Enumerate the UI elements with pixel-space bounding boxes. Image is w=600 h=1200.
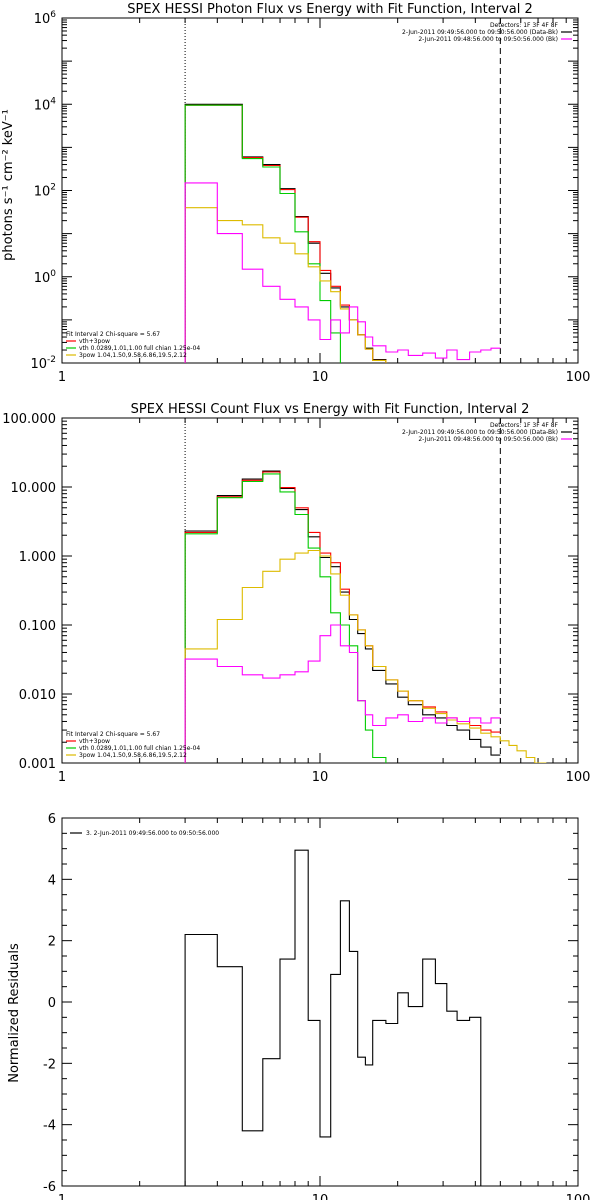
y-tick-label: -4: [43, 1119, 56, 1134]
y-tick-label: 1.000: [19, 550, 56, 565]
legend-top-left-text: 3. 2-Jun-2011 09:49:56.000 to 09:50:56.0…: [86, 830, 219, 837]
y-tick-base: 10: [30, 357, 47, 372]
photon-flux-ylabel: photons s⁻¹ cm⁻² keV⁻¹: [1, 109, 16, 261]
y-tick-base: 10: [34, 185, 51, 200]
legend-bottom-text: Fit Interval 2 Chi-square = 5.67: [66, 331, 160, 338]
series-line-0: [184, 103, 387, 363]
legend-top-text: 2-Jun-2011 09:49:56.000 to 09:50:56.000 …: [402, 29, 558, 36]
legend-bottom-text: 3pow 1.04,1.50,9.58,6.86,19.5,2.12: [79, 352, 187, 359]
y-tick-label: 0.010: [19, 688, 56, 703]
series-line-0: [184, 849, 482, 1186]
x-tick-label: 1: [58, 1193, 66, 1200]
series-line-0: [184, 470, 501, 763]
x-tick-label: 10: [312, 770, 329, 785]
x-tick-label: 100: [566, 770, 591, 785]
series-line-4: [184, 182, 501, 363]
series-line-3: [184, 549, 547, 763]
photon-flux-title: SPEX HESSI Photon Flux vs Energy with Fi…: [127, 2, 533, 17]
count-flux-plot-area: 1 10 100 0.001 0.010 0.100 1.000 10.000 100.000 D…: [2, 412, 591, 785]
series-line-4: [184, 624, 501, 763]
series-group: [184, 103, 501, 363]
y-tick-exponent: 6: [50, 10, 56, 20]
legend-top-text: 2-Jun-2011 09:48:56.000 to 09:50:56.000 …: [418, 436, 558, 443]
legend-bottom-text: Fit Interval 2 Chi-square = 5.67: [66, 731, 160, 738]
y-tick-label: 104: [34, 96, 57, 113]
y-tick-label: 102: [34, 183, 56, 200]
residuals-ylabel: Normalized Residuals: [7, 943, 22, 1083]
y-tick-label: -6: [43, 1180, 56, 1195]
residuals-plot-area: 1 10 100 -6 -4 -2 0 2 4 6 3. 2-Jun-2011 09:49:56.0…: [43, 812, 590, 1200]
y-tick-label: 10.000: [11, 481, 57, 496]
series-line-2: [184, 473, 387, 763]
x-tick-label: 10: [312, 370, 329, 385]
series-line-1: [184, 104, 387, 363]
x-tick-label: 1: [58, 370, 66, 385]
x-tick-label: 100: [566, 370, 591, 385]
y-tick-exponent: 0: [50, 269, 56, 279]
y-tick-label: 4: [48, 873, 56, 888]
x-tick-label: 10: [312, 1193, 329, 1200]
series-line-3: [184, 207, 387, 363]
y-tick-label: 0.100: [19, 619, 56, 634]
legend-bottom-text: 3pow 1.04,1.50,9.58,6.86,19.5,2.12: [79, 752, 187, 759]
y-tick-exponent: 4: [50, 96, 56, 106]
y-tick-label: 6: [48, 812, 56, 827]
y-tick-label: 100: [34, 269, 57, 286]
y-tick-label: 100.000: [2, 412, 56, 427]
photon-flux-panel: SPEX HESSI Photon Flux vs Energy with Fi…: [1, 2, 591, 385]
residuals-panel: Normalized Residuals 1 10 100 -6 -4 -2 0 2 4 6 3. …: [7, 812, 590, 1200]
y-tick-base: 10: [34, 271, 51, 286]
legend-bottom-text: vth 0.0289,1.01,1.00 full chian 1.25e-04: [79, 345, 200, 352]
series-line-1: [184, 471, 501, 763]
count-flux-title: SPEX HESSI Count Flux vs Energy with Fit…: [131, 402, 530, 417]
y-tick-label: 10-2: [30, 355, 56, 372]
series-group: [184, 470, 547, 763]
legend-top-text: 2-Jun-2011 09:48:56.000 to 09:50:56.000 …: [418, 36, 558, 43]
legend-bottom-text: vth+3pow: [79, 338, 110, 345]
count-flux-panel: SPEX HESSI Count Flux vs Energy with Fit…: [2, 402, 591, 785]
legend-bottom-text: vth+3pow: [79, 738, 110, 745]
legend-bottom-text: vth 0.0289,1.01,1.00 full chian 1.25e-04: [79, 745, 200, 752]
legend-top-text: Detectors: 1F 3F 4F 8F: [490, 422, 559, 429]
y-tick-label: 0.001: [19, 757, 56, 772]
series-line-2: [184, 104, 341, 363]
legend-top-text: Detectors: 1F 3F 4F 8F: [490, 22, 559, 29]
y-tick-exponent: -2: [47, 355, 56, 365]
x-tick-label: 100: [566, 1193, 591, 1200]
y-tick-label: 2: [48, 935, 56, 950]
y-tick-label: 0: [48, 996, 56, 1011]
y-tick-label: -2: [43, 1057, 56, 1072]
y-tick-label: 106: [34, 10, 57, 27]
y-tick-base: 10: [34, 12, 51, 27]
y-tick-base: 10: [34, 98, 51, 113]
x-tick-label: 1: [58, 770, 66, 785]
series-group: [184, 849, 482, 1186]
legend-top-text: 2-Jun-2011 09:49:56.000 to 09:50:56.000 …: [402, 429, 558, 436]
y-tick-exponent: 2: [50, 183, 56, 193]
